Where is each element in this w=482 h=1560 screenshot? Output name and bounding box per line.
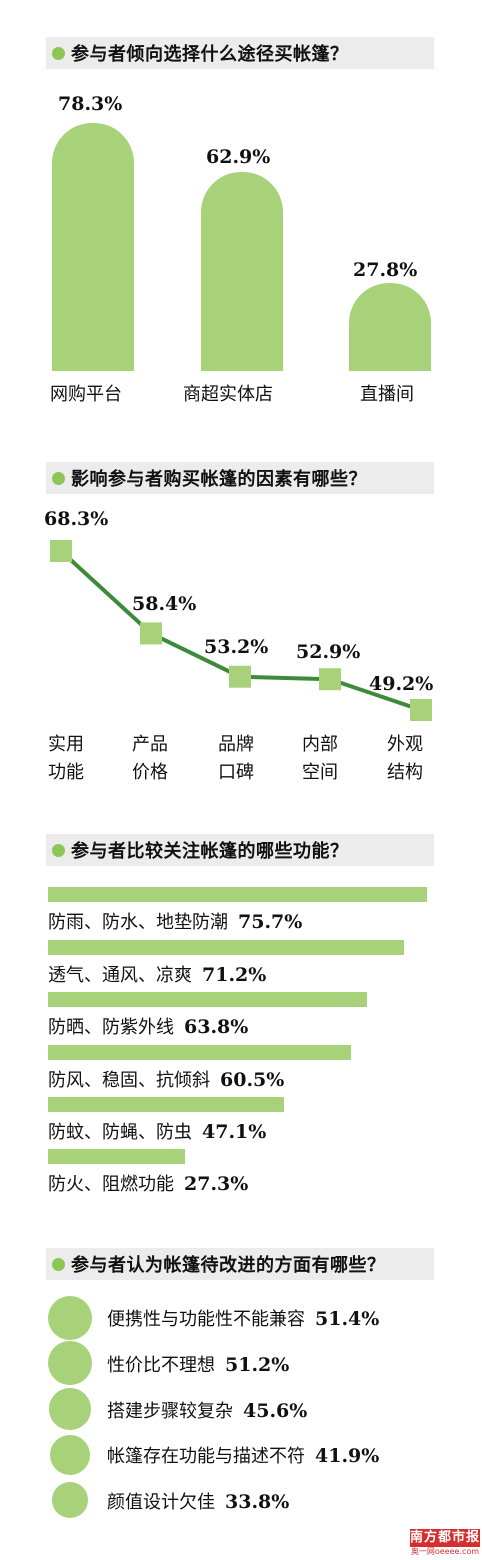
- hbar-category-label: 防蚊、防蝇、防虫: [48, 1122, 192, 1143]
- bar-value-label: 62.9%: [206, 146, 271, 168]
- data-point-marker: [229, 665, 251, 688]
- hbar-category-label: 防火、阻燃功能: [48, 1174, 174, 1195]
- bubble-label-row: 便携性与功能性不能兼容 51.4%: [107, 1305, 379, 1331]
- bubble-category-label: 性价比不理想: [107, 1355, 215, 1376]
- hbar-category-label: 透气、通风、凉爽: [48, 965, 192, 986]
- data-point-marker: [50, 540, 72, 562]
- hbar-value-label: 75.7%: [238, 911, 303, 933]
- data-point-marker: [319, 668, 341, 691]
- bullet-dot-icon: [52, 843, 65, 857]
- section-title: 影响参与者购买帐篷的因素有哪些？: [71, 469, 367, 490]
- bubble-category-label: 便携性与功能性不能兼容: [107, 1309, 305, 1330]
- bar: [349, 282, 431, 371]
- bullet-dot-icon: [52, 1257, 65, 1271]
- hbar: [48, 1149, 185, 1164]
- x-category-label: 结构: [387, 762, 423, 783]
- bubble-label-row: 性价比不理想 51.2%: [107, 1351, 289, 1377]
- hbar-label-row: 透气、通风、凉爽 71.2%: [48, 961, 266, 987]
- data-point-marker: [140, 622, 162, 645]
- hbar: [48, 887, 427, 902]
- x-category-label: 产品: [132, 734, 168, 755]
- section-header-purchase-factors: 影响参与者购买帐篷的因素有哪些？: [46, 462, 434, 494]
- point-value-label: 53.2%: [204, 636, 269, 658]
- x-category-label: 口碑: [218, 762, 254, 783]
- point-value-label: 52.9%: [296, 641, 361, 663]
- bar-category-label: 商超实体店: [183, 384, 273, 405]
- bubble-category-label: 搭建步骤较复杂: [107, 1401, 233, 1422]
- section-title: 参与者认为帐篷待改进的方面有哪些？: [71, 1255, 386, 1276]
- section-title: 参与者比较关注帐篷的哪些功能？: [71, 841, 349, 862]
- bubble-value-label: 45.6%: [243, 1400, 308, 1422]
- x-category-label: 空间: [302, 762, 338, 783]
- hbar-category-label: 防风、稳固、抗倾斜: [48, 1070, 210, 1091]
- hbar: [48, 992, 368, 1007]
- bubble-value-label: 41.9%: [315, 1445, 380, 1467]
- bar: [52, 123, 134, 371]
- bullet-dot-icon: [52, 471, 65, 485]
- x-category-label: 价格: [132, 762, 168, 783]
- bubble-label-row: 帐篷存在功能与描述不符 41.9%: [107, 1442, 379, 1468]
- hbar: [48, 1097, 284, 1112]
- bar-value-label: 27.8%: [353, 259, 418, 281]
- hbar-category-label: 防雨、防水、地垫防潮: [48, 912, 228, 933]
- bar-category-label: 网购平台: [50, 384, 122, 405]
- x-category-label: 内部: [302, 734, 338, 755]
- section-header-features: 参与者比较关注帐篷的哪些功能？: [46, 834, 434, 866]
- hbar: [48, 1045, 351, 1060]
- bubble: [48, 1296, 92, 1340]
- point-value-label: 49.2%: [369, 673, 434, 695]
- point-value-label: 68.3%: [44, 508, 109, 530]
- bubble-label-row: 搭建步骤较复杂 45.6%: [107, 1397, 307, 1423]
- bar-value-label: 78.3%: [58, 93, 123, 115]
- hbar: [48, 940, 405, 955]
- hbar-value-label: 63.8%: [184, 1016, 249, 1038]
- bubble-label-row: 颜值设计欠佳 33.8%: [107, 1488, 289, 1514]
- bubble: [50, 1435, 90, 1475]
- bubble-category-label: 颜值设计欠佳: [107, 1492, 215, 1513]
- bubble-value-label: 33.8%: [225, 1491, 290, 1513]
- hbar-value-label: 71.2%: [202, 964, 267, 986]
- bubble-category-label: 帐篷存在功能与描述不符: [107, 1446, 305, 1467]
- bullet-dot-icon: [52, 46, 65, 60]
- data-point-marker: [410, 699, 432, 721]
- x-category-label: 功能: [48, 762, 84, 783]
- bubble-value-label: 51.2%: [225, 1354, 290, 1376]
- hbar-category-label: 防晒、防紫外线: [48, 1017, 174, 1038]
- section-title: 参与者倾向选择什么途径买帐篷？: [71, 44, 349, 65]
- bar-category-label: 直播间: [360, 384, 414, 405]
- hbar-label-row: 防蚊、防蝇、防虫 47.1%: [48, 1118, 266, 1144]
- x-category-label: 实用: [48, 734, 84, 755]
- hbar-label-row: 防晒、防紫外线 63.8%: [48, 1013, 248, 1039]
- logo-sub: 奥一网oeeee.com: [410, 1547, 480, 1556]
- logo-name: 南方都市报: [410, 1529, 481, 1547]
- hbar-value-label: 27.3%: [184, 1173, 249, 1195]
- x-category-label: 品牌: [218, 734, 254, 755]
- bubble-value-label: 51.4%: [315, 1308, 380, 1330]
- bubble: [52, 1482, 88, 1518]
- point-value-label: 58.4%: [132, 593, 197, 615]
- bubble: [49, 1388, 91, 1430]
- bubble: [48, 1341, 92, 1385]
- hbar-value-label: 60.5%: [220, 1069, 285, 1091]
- newspaper-logo: 南方都市报 奥一网oeeee.com: [410, 1529, 480, 1558]
- hbar-value-label: 47.1%: [202, 1121, 267, 1143]
- hbar-label-row: 防雨、防水、地垫防潮 75.7%: [48, 908, 302, 934]
- x-category-label: 外观: [387, 734, 423, 755]
- section-header-purchase-channel: 参与者倾向选择什么途径买帐篷？: [46, 37, 434, 69]
- hbar-label-row: 防风、稳固、抗倾斜 60.5%: [48, 1066, 284, 1092]
- section-header-improvements: 参与者认为帐篷待改进的方面有哪些？: [46, 1248, 434, 1280]
- hbar-label-row: 防火、阻燃功能 27.3%: [48, 1170, 248, 1196]
- bar: [201, 171, 283, 371]
